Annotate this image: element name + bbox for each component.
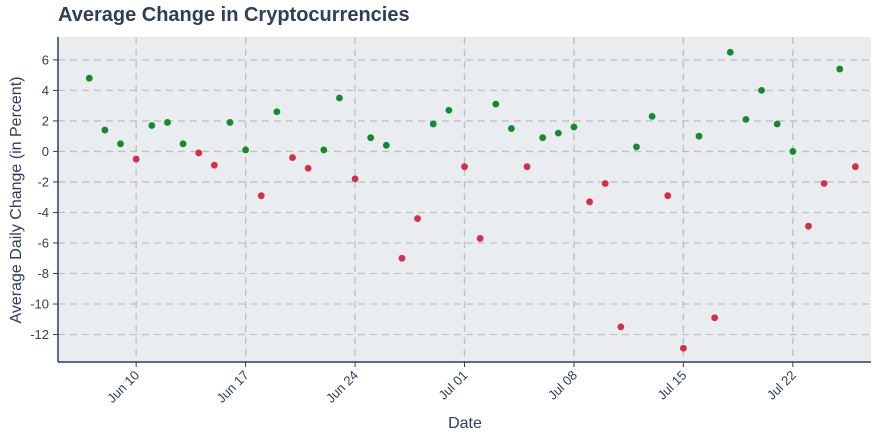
data-point (726, 48, 734, 56)
data-point (695, 132, 703, 140)
data-point (820, 180, 828, 187)
data-point (539, 134, 547, 142)
data-point (836, 65, 844, 73)
data-point (320, 146, 328, 154)
data-point (382, 141, 390, 149)
data-point (461, 163, 468, 171)
x-tick-label: Jul 01 (435, 368, 470, 403)
x-tick-label: Jul 15 (654, 368, 689, 403)
data-point (195, 149, 203, 157)
y-tick-label: -8 (37, 266, 49, 281)
data-point (179, 140, 187, 148)
data-point (476, 235, 484, 242)
data-point (617, 323, 625, 331)
data-point (601, 180, 609, 187)
data-point (492, 100, 500, 108)
y-tick-label: -10 (30, 297, 49, 312)
data-point (523, 163, 531, 171)
y-tick-label: -12 (30, 327, 49, 342)
data-point (851, 163, 859, 171)
y-tick-label: 4 (42, 83, 49, 98)
y-axis-label: Average Daily Change (in Percent) (8, 77, 25, 324)
data-point (445, 106, 453, 114)
x-tick-label: Jun 24 (323, 368, 361, 406)
data-point (414, 215, 421, 222)
data-point (633, 143, 640, 151)
x-tick-label: Jul 22 (764, 368, 799, 403)
data-point (85, 74, 93, 82)
data-point (304, 164, 312, 172)
x-tick-label: Jul 08 (545, 368, 580, 403)
y-tick-label: -6 (37, 235, 49, 250)
x-tick-label: Jun 17 (214, 368, 252, 406)
data-point (117, 140, 124, 148)
data-point (101, 126, 109, 134)
data-point (242, 146, 250, 154)
y-tick-label: 6 (42, 52, 49, 67)
x-tick-label: Jun 10 (104, 368, 142, 406)
data-point (586, 198, 593, 206)
y-tick-label: 0 (42, 144, 49, 159)
data-point (570, 123, 578, 131)
data-point (336, 94, 343, 102)
chart-title: Average Change in Cryptocurrencies (58, 4, 410, 26)
data-point (164, 119, 171, 126)
data-point (648, 112, 656, 120)
data-point (508, 125, 515, 132)
x-axis-label: Date (448, 415, 482, 432)
data-point (257, 192, 265, 200)
y-tick-label: -2 (37, 174, 49, 189)
data-point (742, 115, 750, 123)
data-point (664, 192, 672, 200)
data-point (367, 134, 375, 142)
data-point (805, 222, 812, 230)
data-point (148, 122, 156, 129)
data-point (289, 154, 296, 161)
data-point (398, 254, 406, 262)
data-point (429, 120, 437, 128)
data-point (773, 120, 781, 128)
data-point (789, 148, 797, 155)
data-point (711, 314, 719, 322)
data-point (679, 344, 687, 352)
data-point (226, 119, 234, 126)
data-point (554, 129, 562, 137)
y-tick-label: 2 (42, 113, 49, 128)
data-point (210, 161, 218, 169)
data-point (273, 108, 281, 116)
y-tick-label: -4 (37, 205, 49, 220)
data-point (132, 155, 140, 163)
data-point (758, 87, 765, 94)
data-point (351, 175, 359, 183)
